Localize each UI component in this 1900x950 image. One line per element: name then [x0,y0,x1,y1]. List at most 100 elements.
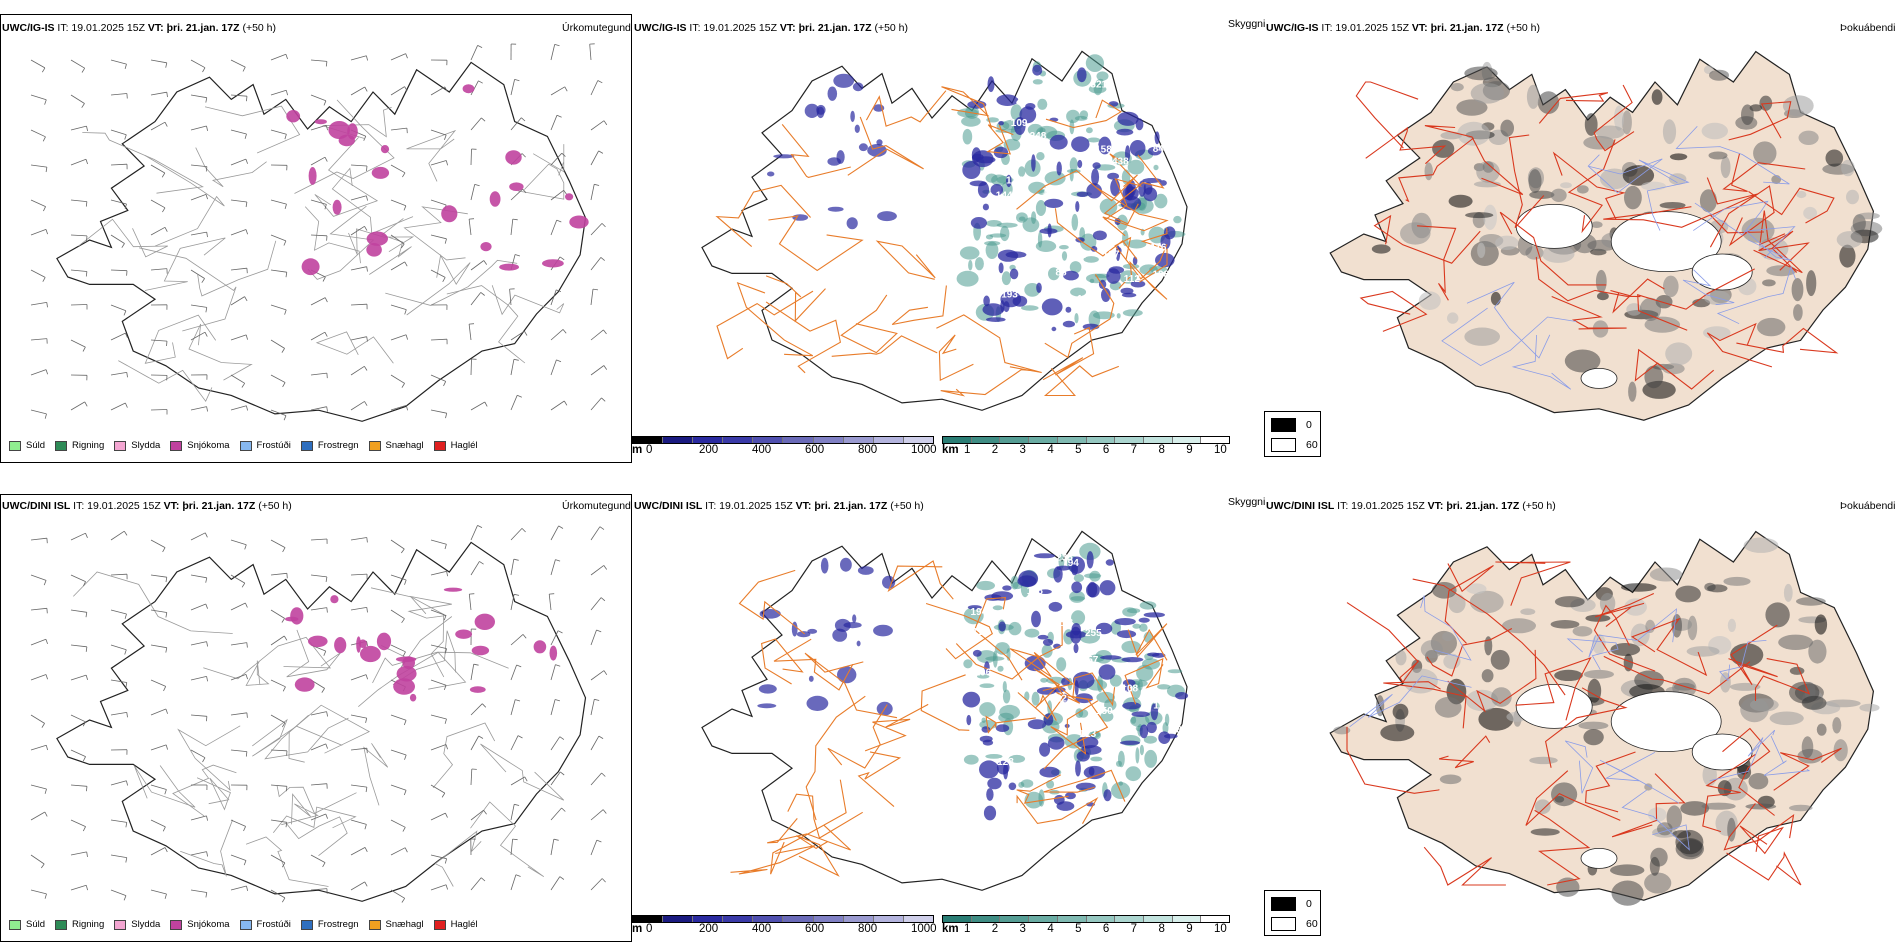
wind-barb [110,129,127,136]
fog-patch [1644,872,1672,894]
low-visibility-patch [1126,239,1147,249]
wind-barb-flag [165,647,168,653]
cloud-base-value: 84 [1153,144,1165,155]
colorbar-strip [942,436,1230,444]
wind-barb-flag [281,897,286,903]
low-visibility-patch [1066,169,1081,174]
fog-patch [1762,279,1776,287]
low-visibility-patch [1088,731,1101,738]
low-cloud-patch [970,217,987,229]
road-segment [804,652,898,719]
wind-barb-flag [366,165,368,171]
wind-barb-flag [592,288,599,291]
wind-barb [30,854,45,865]
fog-legend-label: 0 [1306,898,1312,910]
wind-barb [30,889,47,895]
wind-barb [270,304,287,311]
road-segment [252,718,343,757]
road-segment [1042,326,1095,381]
wind-barb [230,819,246,827]
legend-label: Snæhagl [385,919,424,930]
wind-barb [430,199,447,206]
wind-barb [390,234,405,245]
low-visibility-patch [1085,54,1104,72]
low-cloud-patch [982,203,989,211]
wind-barb [70,125,87,131]
fog-patch [1859,703,1880,712]
road-segment [730,845,816,875]
wind-barb-flag [325,743,328,749]
fog-legend-swatch [1271,418,1296,432]
wind-barb [150,847,166,856]
wind-barb [590,150,599,166]
wind-barb-flag [44,99,47,105]
wind-barb-flag [82,721,86,727]
precip-legend-item: Frostúði [239,440,291,451]
wind-barb [470,45,478,61]
wind-barb-flag [202,67,206,73]
wind-barb [150,59,167,64]
wind-barb-flag [85,201,88,207]
fog-patch [1757,317,1786,337]
low-visibility-patch [1031,691,1040,706]
fog-patch [1439,774,1462,785]
glacier [1691,733,1753,771]
low-visibility-patch [1001,271,1011,286]
wind-barb [150,339,168,342]
road-segment [196,777,231,811]
low-visibility-patch [1139,601,1157,610]
legend-label: Rigning [72,919,105,930]
low-cloud-patch [1077,67,1087,83]
fog-patch [1798,130,1819,145]
low-visibility-patch [1027,123,1043,136]
wind-barb [350,86,366,96]
wind-barb-flag [596,629,602,633]
wind-barb-flag [123,310,127,316]
low-cloud-patch [983,295,990,307]
road-segment [1138,228,1168,283]
fog-patch [1392,703,1409,720]
wind-barb [590,329,604,341]
wind-barb-flag [165,612,168,618]
road-segment [865,90,947,127]
wind-barb [550,525,559,541]
wind-barb [270,679,286,688]
low-cloud-patch [1100,655,1122,660]
wind-barb-flag [324,204,327,210]
low-cloud-west-patch [806,695,829,711]
wind-barb [310,372,327,376]
wind-barb-flag [41,723,45,728]
fog-patch [1333,726,1351,735]
fog-patch [1668,173,1687,185]
wind-barb [390,405,407,411]
wind-barb-flag [45,167,48,173]
glacier [1610,691,1722,753]
wind-barb [310,854,326,863]
fog-patch [1846,189,1859,205]
wind-barb [390,164,406,174]
low-visibility-patch [1083,256,1099,263]
road-segment [1599,751,1680,804]
wind-barb [230,334,247,341]
fog-patch [1626,303,1642,316]
low-cloud-west-patch [882,575,896,589]
wind-barb [190,714,207,717]
fog-patch [1730,643,1764,667]
wind-barb-flag [444,238,447,244]
cloud-base-value: 108 [1121,683,1138,694]
low-cloud-west-patch [827,206,844,212]
fog-legend-swatch [1271,917,1296,931]
low-cloud-patch [1009,268,1019,280]
wind-barb [350,714,367,719]
low-cloud-patch [997,249,1019,262]
fog-patch [1610,864,1645,876]
wind-barb-flag [325,813,328,819]
wind-barb [590,397,602,411]
snowfall-patch [314,119,327,125]
wind-barb [30,129,46,138]
wind-barb [230,405,247,411]
snowfall-patch [533,640,547,654]
low-cloud-patch [979,735,993,743]
wind-barb [310,331,326,341]
fog-panel-bottom [1264,494,1900,942]
